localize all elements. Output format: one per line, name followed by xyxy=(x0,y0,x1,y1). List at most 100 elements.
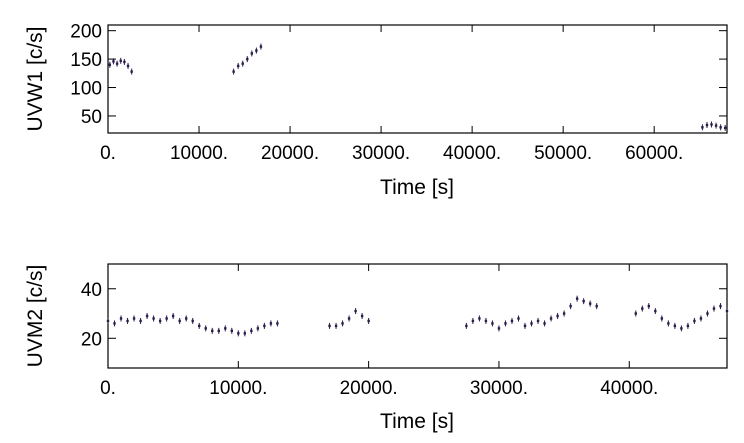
uvm2-data-point xyxy=(217,327,220,334)
uvw1-panel: 0. 10000. 20000. 30000. 40000. 50000. 60000. 5… xyxy=(24,22,728,199)
uvw1-x-tick-label: 30000. xyxy=(352,143,410,164)
uvw1-data-point xyxy=(123,58,126,65)
uvm2-data-point xyxy=(654,308,657,315)
uvw1-data-point xyxy=(701,124,704,131)
uvm2-data-point xyxy=(367,317,370,324)
uvw1-x-axis-label: Time [s] xyxy=(380,176,454,199)
uvm2-data-point xyxy=(660,315,664,322)
uvw1-data-point xyxy=(259,43,263,50)
uvm2-data-point xyxy=(543,320,546,327)
uvm2-x-tick-label: 40000. xyxy=(600,378,658,399)
uvm2-data-point xyxy=(484,317,488,324)
uvm2-data-point xyxy=(667,320,670,327)
uvm2-x-tick-label: 0. xyxy=(100,378,116,399)
uvw1-data-point xyxy=(119,57,122,64)
uvm2-data-point xyxy=(575,295,579,302)
uvm2-data-point xyxy=(680,325,683,332)
uvm2-data-point xyxy=(263,322,266,329)
uvm2-data-point xyxy=(693,317,696,324)
uvm2-data-points xyxy=(106,295,729,337)
uvm2-data-point xyxy=(132,315,136,322)
uvm2-data-point xyxy=(491,320,494,327)
uvw1-data-point xyxy=(241,60,244,67)
uvw1-data-point xyxy=(115,60,119,67)
uvm2-x-tick-label: 20000. xyxy=(340,378,398,399)
uvm2-data-point xyxy=(171,313,175,319)
uvm2-data-point xyxy=(211,327,214,334)
uvm2-data-point xyxy=(699,315,703,322)
uvw1-data-point xyxy=(714,122,718,129)
uvw1-x-tick-label: 0. xyxy=(100,143,116,164)
uvm2-data-point xyxy=(510,317,514,324)
uvm2-x-axis-label: Time [s] xyxy=(380,410,454,433)
uvm2-x-tick-label: 10000. xyxy=(209,378,267,399)
uvw1-x-tick-label: 40000. xyxy=(443,143,501,164)
uvw1-data-point xyxy=(705,122,709,129)
uvm2-data-point xyxy=(360,313,364,319)
uvw1-x-tick-label: 50000. xyxy=(534,143,592,164)
uvm2-data-point xyxy=(523,322,527,329)
uvw1-x-tick-label: 10000. xyxy=(170,143,228,164)
uvm2-data-point xyxy=(634,310,637,317)
uvw1-x-tick-label: 20000. xyxy=(261,143,319,164)
uvm2-data-point xyxy=(471,317,475,324)
uvm2-data-point xyxy=(725,308,729,315)
uvm2-data-point xyxy=(556,313,559,319)
uvm2-data-point xyxy=(204,325,207,332)
uvm2-data-point xyxy=(647,303,651,310)
uvm2-plot-frame xyxy=(107,263,728,369)
uvm2-data-point xyxy=(334,322,338,329)
uvm2-data-point xyxy=(113,320,116,327)
uvm2-data-point xyxy=(588,300,592,307)
uvm2-data-point xyxy=(158,317,162,324)
uvm2-data-point xyxy=(230,327,233,334)
uvm2-data-point xyxy=(178,317,181,324)
uvw1-data-point xyxy=(723,124,727,131)
uvw1-y-tick-label: 200 xyxy=(70,22,102,43)
uvw1-y-tick-label: 50 xyxy=(81,107,102,128)
uvm2-data-point xyxy=(562,310,566,317)
uvm2-data-point xyxy=(517,315,520,322)
uvw1-data-point xyxy=(126,62,130,69)
uvw1-x-axis-ticks: 0. 10000. 20000. 30000. 40000. 50000. 60000. xyxy=(100,25,683,164)
uvm2-data-point xyxy=(152,315,155,322)
uvm2-y-tick-label: 40 xyxy=(81,280,102,301)
uvw1-data-point xyxy=(232,68,235,75)
uvm2-data-point xyxy=(224,325,227,332)
uvm2-data-point xyxy=(686,322,690,329)
uvm2-data-point xyxy=(145,313,149,319)
uvw1-y-axis-ticks: 50 100 150 200 xyxy=(70,22,727,128)
uvm2-data-point xyxy=(341,320,344,327)
uvm2-data-point xyxy=(269,320,273,327)
uvw1-y-tick-label: 150 xyxy=(70,50,102,71)
uvm2-data-point xyxy=(712,305,716,312)
uvm2-data-point xyxy=(478,315,481,322)
uvm2-data-point xyxy=(165,315,168,322)
uvw1-data-point xyxy=(130,68,133,75)
uvm2-y-tick-label: 20 xyxy=(81,329,102,350)
uvm2-data-point xyxy=(243,330,247,337)
uvm2-data-point xyxy=(504,320,507,327)
uvw1-data-point xyxy=(710,121,713,128)
uvm2-data-point xyxy=(549,315,553,322)
uvm2-data-point xyxy=(347,315,351,322)
uvw1-data-point xyxy=(236,62,240,69)
uvm2-data-point xyxy=(198,322,201,329)
uvm2-data-point xyxy=(569,303,572,310)
uvm2-data-point xyxy=(536,317,540,324)
uvm2-data-point xyxy=(276,320,279,327)
uvw1-data-point xyxy=(255,47,258,54)
uvm2-data-point xyxy=(706,310,709,317)
uvm2-data-point xyxy=(191,317,194,324)
uvm2-x-tick-label: 30000. xyxy=(470,378,528,399)
uvm2-data-point xyxy=(595,303,598,310)
uvm2-data-point xyxy=(497,325,501,332)
uvm2-data-point xyxy=(139,317,142,324)
uvm2-data-point xyxy=(465,322,468,329)
uvm2-data-point xyxy=(582,298,585,305)
uvw1-y-tick-label: 100 xyxy=(70,79,102,100)
uvm2-data-point xyxy=(530,320,533,327)
